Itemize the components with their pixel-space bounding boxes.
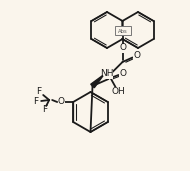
Text: OH: OH [112, 87, 125, 95]
Text: O: O [119, 43, 126, 52]
Polygon shape [91, 76, 103, 88]
Text: F: F [34, 96, 39, 106]
Text: F: F [37, 87, 42, 95]
Text: NH: NH [100, 69, 113, 78]
Text: Abs: Abs [118, 29, 127, 34]
Text: O: O [119, 69, 126, 78]
Text: O: O [58, 97, 65, 107]
Text: O: O [133, 51, 140, 61]
Text: F: F [43, 106, 48, 115]
Text: ·: · [93, 79, 96, 89]
FancyBboxPatch shape [115, 27, 131, 36]
